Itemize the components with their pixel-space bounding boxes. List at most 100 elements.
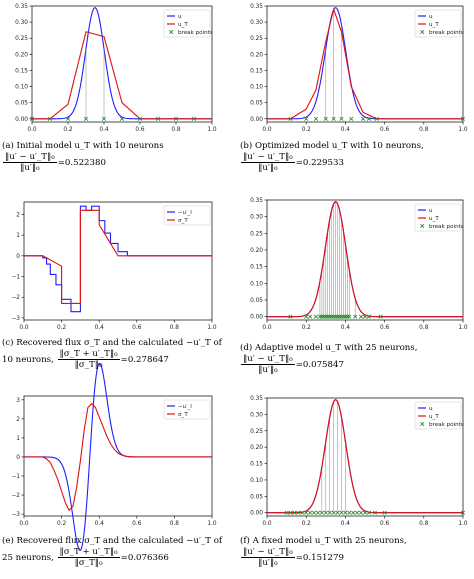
chart-svg-d: 0.0 0.2 0.4 0.6 0.8 1.0 0.00 0.05 0.10 0.15 0.20 0.…: [250, 198, 468, 331]
y-tick-label: 0.30: [250, 412, 263, 418]
caption-d-den: ‖u′‖₀: [258, 365, 278, 375]
legend: −u′_l σ_T: [163, 399, 211, 420]
x-tick-label: 0.0: [262, 127, 272, 133]
y-tick-label: 3: [16, 398, 20, 404]
break-point-marker: [339, 116, 344, 121]
break-point-marker: [323, 116, 328, 121]
chart-panel-b: 0.0 0.2 0.4 0.6 0.8 1.0 0.00 0.05 0.10 0.15 0.20 0.…: [237, 0, 474, 140]
x-tick-label: 1.0: [458, 127, 468, 133]
caption-e-prefix: 25 neurons,: [2, 553, 54, 563]
caption-e-value: =0.076366: [120, 553, 169, 563]
legend-label: −u′_l: [178, 404, 192, 410]
chart-svg-b: 0.0 0.2 0.4 0.6 0.8 1.0 0.00 0.05 0.10 0.15 0.20 0.…: [250, 4, 468, 133]
x-tick-label: 1.0: [458, 521, 468, 527]
break-point-marker: [355, 510, 360, 515]
series-approx-line: [32, 31, 212, 120]
break-point-marker: [319, 510, 324, 515]
x-tick-label: 0.6: [135, 127, 145, 133]
y-tick-label: 0.30: [250, 215, 263, 221]
break-point-marker: [335, 510, 340, 515]
chart-panel-f: 0.0 0.2 0.4 0.6 0.8 1.0 0.00 0.05 0.10 0.15 0.20 0.…: [237, 390, 474, 538]
break-point-marker: [374, 116, 379, 121]
legend-label: u_T: [429, 22, 439, 28]
break-point-marker: [353, 314, 358, 319]
break-point-marker: [288, 314, 293, 319]
y-tick-label: 0.25: [15, 36, 28, 42]
break-point-marker: [339, 510, 344, 515]
x-tick-label: 0.6: [380, 325, 390, 331]
x-tick-label: 0.4: [341, 325, 351, 331]
caption-a-num: ‖u′ − u′_T‖₀: [3, 152, 57, 163]
break-point-marker: [300, 510, 305, 515]
caption-c-line1: (c) Recovered flux σ_T and the calculate…: [2, 338, 222, 348]
legend-label: −u′_l: [178, 210, 192, 216]
y-tick-label: 0: [16, 254, 20, 260]
legend-label: u: [178, 14, 182, 20]
plot-frame: [23, 395, 213, 517]
legend-label: σ_T: [178, 412, 188, 418]
y-tick-label: 0.20: [250, 248, 263, 254]
series-approx-line: [267, 7, 463, 120]
y-tick-label: 0.15: [15, 68, 28, 74]
caption-b-num: ‖u′ − u′_T‖₀: [241, 152, 295, 163]
y-tick-label: 0.00: [250, 117, 263, 123]
break-point-marker: [349, 116, 354, 121]
y-tick-label: 0.15: [250, 265, 263, 271]
x-tick-label: 0.0: [262, 521, 272, 527]
caption-b-line1: (b) Optimized model u_T with 10 neurons,: [240, 141, 424, 151]
x-tick-label: 0.6: [132, 325, 142, 331]
caption-e-line1: (e) Recovered flux σ_T and the calculate…: [2, 536, 223, 546]
break-point-marker: [288, 510, 293, 515]
caption-f-fraction: ‖u′ − u′_T‖₀ ‖u′‖₀: [241, 547, 295, 568]
y-tick-label: 0: [16, 455, 20, 461]
break-point-marker: [331, 510, 336, 515]
caption-f-line1: (f) A fixed model u_T with 25 neurons,: [240, 536, 407, 546]
x-tick-label: 0.8: [170, 521, 180, 527]
x-tick-label: 1.0: [207, 127, 217, 133]
caption-d-fraction: ‖u′ − u′_T‖₀ ‖u′‖₀: [241, 354, 295, 375]
legend-label: break points: [429, 422, 464, 428]
x-tick-label: 0.8: [419, 325, 429, 331]
caption-c-den: ‖σ_T‖₀: [74, 360, 103, 370]
chart-panel-d: 0.0 0.2 0.4 0.6 0.8 1.0 0.00 0.05 0.10 0.15 0.20 0.…: [237, 192, 474, 342]
x-tick-label: 0.4: [95, 325, 105, 331]
legend-label: u_T: [429, 414, 439, 420]
break-point-marker: [119, 116, 125, 121]
break-point-marker: [191, 116, 197, 121]
y-tick-label: −2: [11, 493, 20, 499]
break-point-marker: [83, 116, 89, 121]
x-tick-label: 0.2: [57, 521, 67, 527]
x-tick-label: 0.8: [419, 127, 429, 133]
y-tick-label: 0.00: [250, 315, 263, 321]
break-point-marker: [347, 314, 352, 319]
y-tick-label: 0.30: [15, 20, 28, 26]
y-tick-label: 0.15: [250, 68, 263, 74]
plot-frame: [31, 5, 213, 123]
break-point-marker: [366, 314, 372, 319]
caption-a-fraction: ‖u′ − u′_T‖₀ ‖u′‖₀: [3, 152, 57, 173]
legend-box: [163, 205, 211, 226]
plot-frame: [23, 201, 213, 321]
legend-box: [414, 9, 462, 38]
break-point-marker: [362, 314, 368, 319]
caption-c-prefix: 10 neurons,: [2, 355, 54, 365]
y-tick-label: 0.25: [250, 429, 263, 435]
y-tick-label: 1: [16, 436, 20, 442]
x-tick-label: 0.4: [99, 127, 109, 133]
break-point-marker: [315, 510, 321, 515]
break-point-marker: [366, 510, 372, 515]
break-point-marker: [173, 116, 179, 121]
caption-b-den: ‖u′‖₀: [258, 163, 278, 173]
caption-c-value: =0.278647: [120, 355, 169, 365]
break-point-marker: [372, 510, 377, 515]
caption-a: (a) Initial model u_T with 10 neurons ‖u…: [2, 141, 164, 173]
break-point-marker: [292, 510, 297, 515]
break-point-marker: [296, 510, 301, 515]
legend-label: break points: [429, 224, 464, 230]
chart-svg-e: 0.0 0.2 0.4 0.6 0.8 1.0 −3 −2 −1 0 1 2 3 −u′_l σ_T: [11, 362, 217, 552]
x-tick-label: 0.6: [132, 521, 142, 527]
caption-f-num: ‖u′ − u′_T‖₀: [241, 547, 295, 558]
caption-c-fraction: ‖σ_T + u′_T‖₀ ‖σ_T‖₀: [57, 349, 120, 370]
